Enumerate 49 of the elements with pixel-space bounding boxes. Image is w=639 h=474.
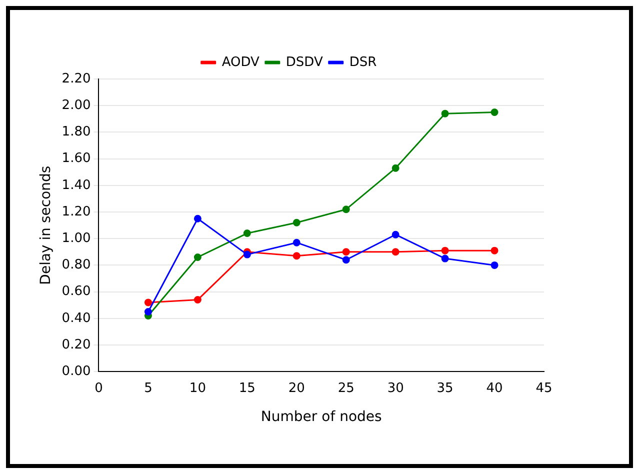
y-tick-label: 1.60: [62, 151, 91, 166]
point: [243, 250, 251, 258]
point: [194, 253, 202, 261]
x-tick-label: 30: [387, 380, 404, 396]
y-tick-label: 2.20: [62, 71, 91, 86]
x-tick-label: 45: [536, 380, 552, 396]
point: [441, 246, 449, 254]
y-tick-label: 1.80: [62, 124, 91, 140]
point: [490, 108, 498, 116]
y-tick-label: 1.20: [62, 204, 91, 220]
point: [441, 254, 449, 262]
point: [342, 248, 350, 256]
x-tick-label: 10: [189, 380, 206, 396]
point: [194, 214, 202, 222]
point: [392, 248, 400, 256]
point: [292, 238, 300, 246]
y-tick-label: 0.40: [62, 310, 91, 326]
y-tick-label: 0.20: [62, 337, 91, 352]
x-tick-label: 35: [436, 380, 454, 396]
x-tick-label: 20: [288, 380, 305, 396]
point: [441, 110, 449, 118]
y-tick-label: 0.80: [62, 258, 91, 273]
y-axis-title: Delay in seconds: [38, 166, 54, 285]
y-tick-label: 2.00: [62, 98, 91, 113]
x-tick-label: 25: [338, 380, 354, 396]
y-tick-label: 1.00: [62, 230, 91, 246]
legend-label: DSR: [349, 54, 377, 70]
point: [243, 230, 251, 238]
x-axis-title: Number of nodes: [260, 409, 382, 426]
x-tick-label: 0: [94, 380, 103, 396]
y-tick-label: 0.00: [62, 364, 91, 379]
legend-label: DSDV: [286, 54, 323, 70]
x-tick-label: 40: [486, 380, 503, 396]
y-tick-label: 1.40: [62, 178, 91, 193]
legend-label: AODV: [222, 54, 260, 70]
x-tick-label: 5: [144, 380, 152, 396]
point: [292, 218, 300, 226]
point: [144, 308, 152, 316]
y-tick-label: 0.60: [62, 284, 91, 300]
point: [392, 230, 400, 238]
point: [342, 206, 350, 214]
point: [292, 252, 300, 260]
point: [342, 256, 350, 264]
point: [144, 298, 152, 306]
point: [490, 261, 498, 269]
point: [194, 296, 202, 304]
point: [392, 164, 400, 172]
point: [490, 246, 498, 254]
x-tick-label: 15: [238, 380, 256, 396]
